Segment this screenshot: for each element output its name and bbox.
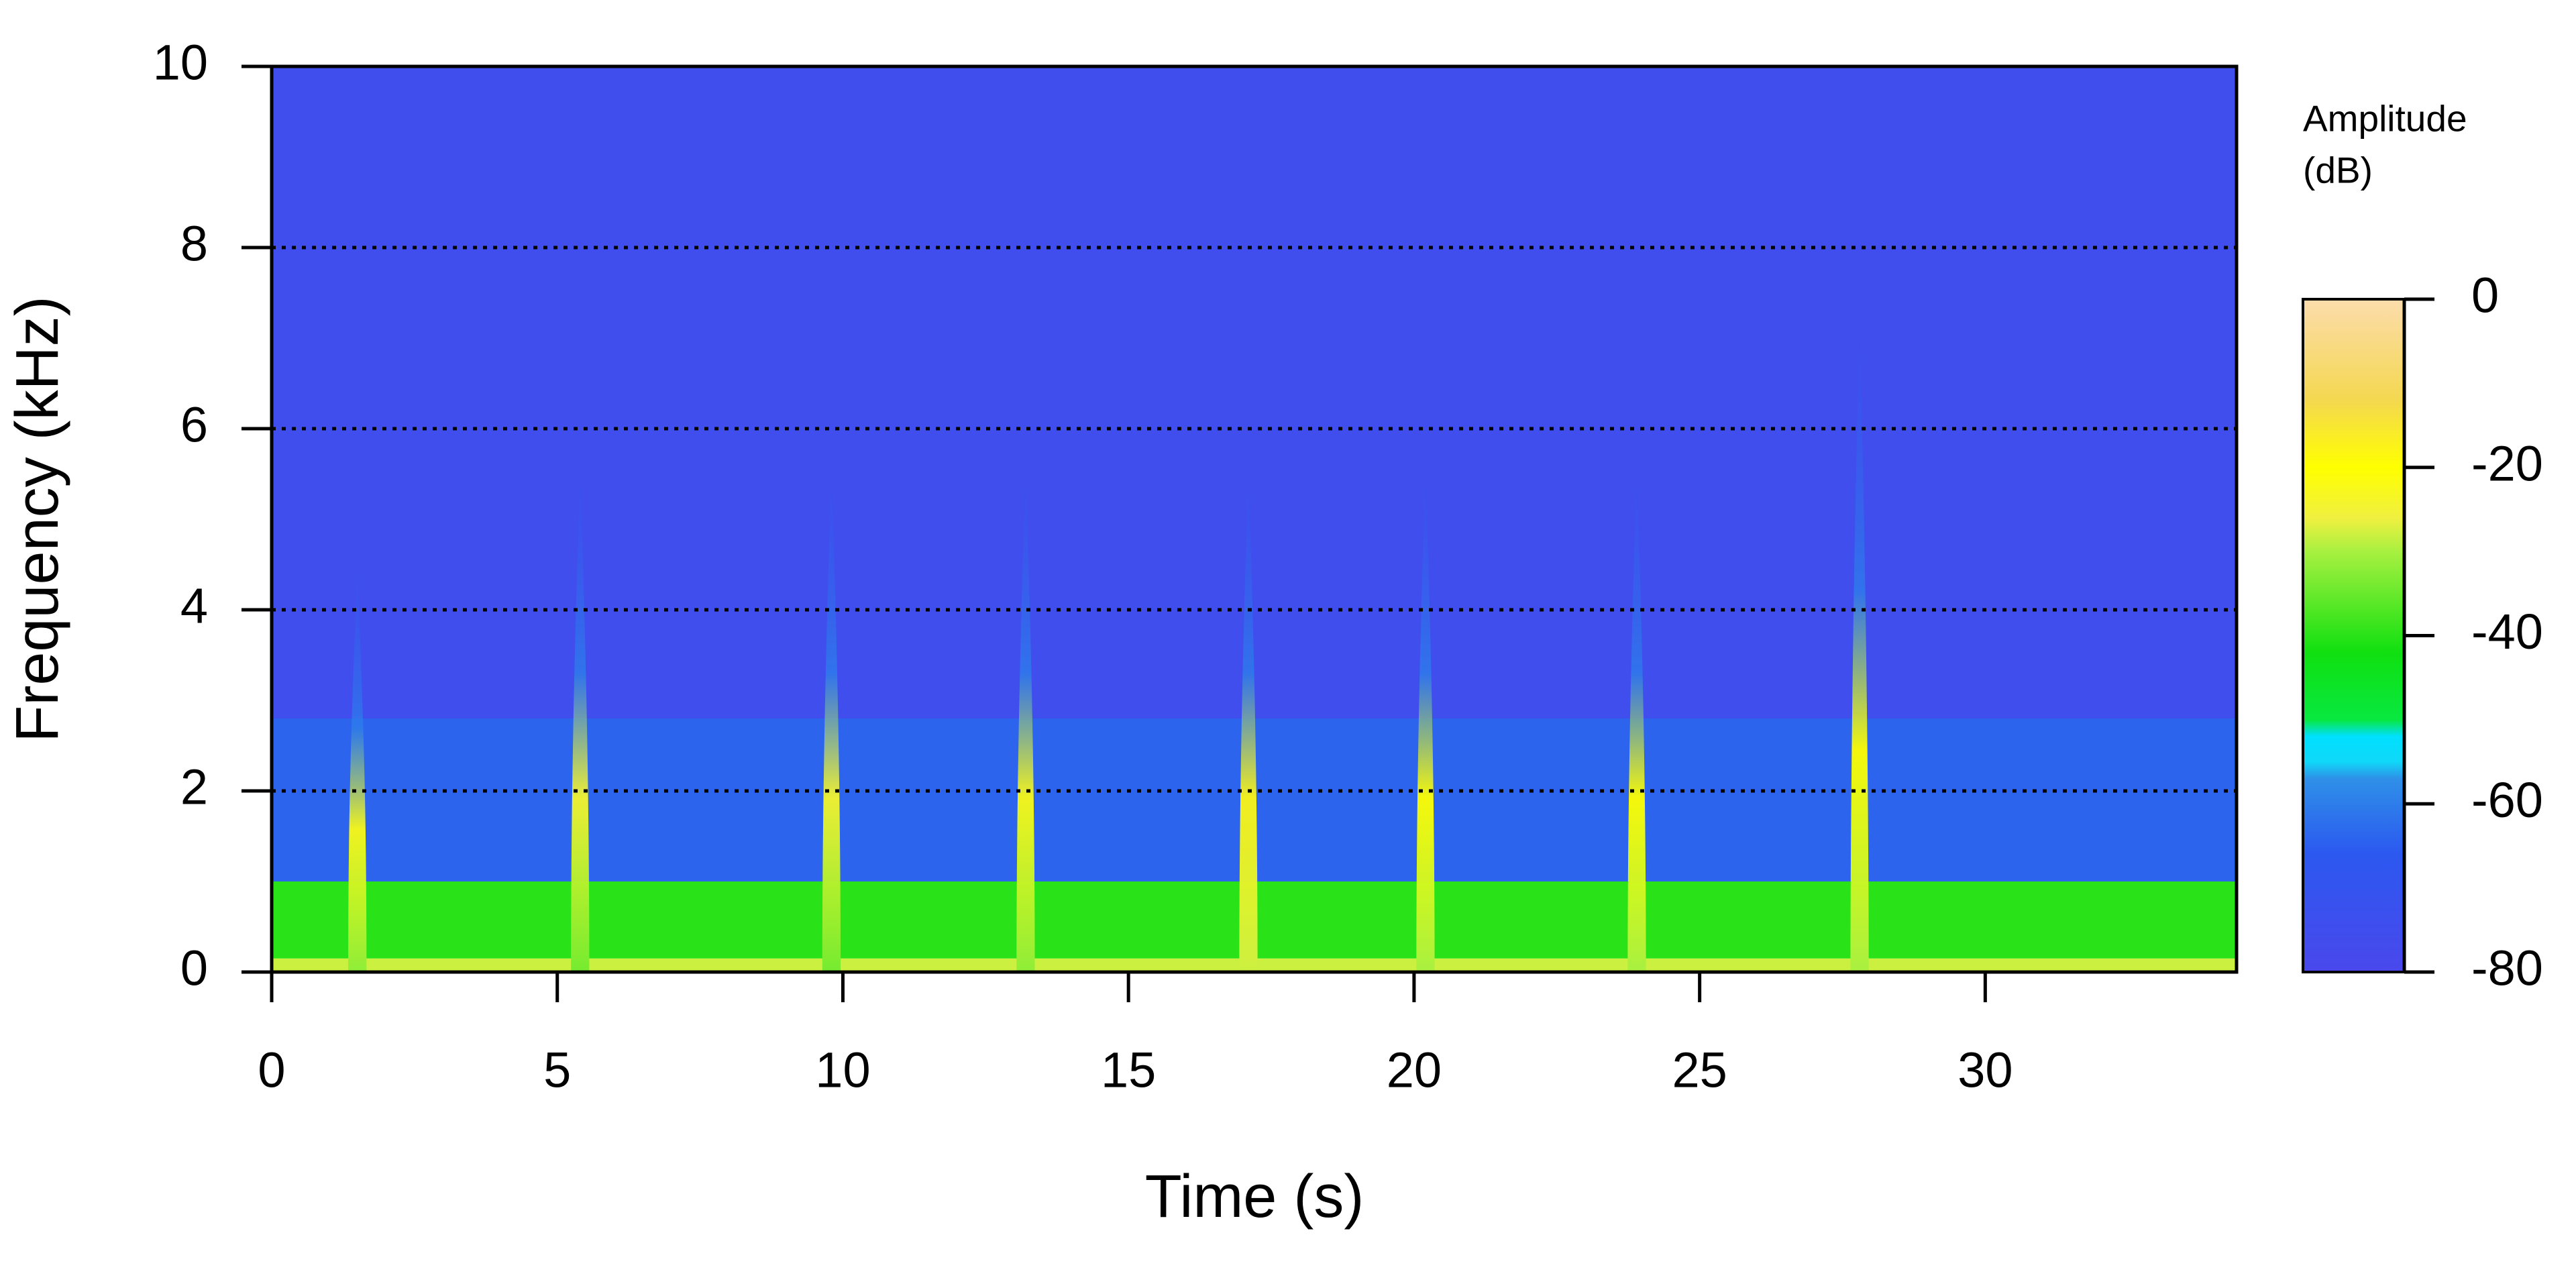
colorbar [2302, 298, 2406, 973]
x-tick-label: 25 [1672, 1042, 1727, 1098]
x-tick-label: 30 [1957, 1042, 2012, 1098]
y-tick-label: 0 [180, 941, 208, 996]
call [822, 474, 841, 972]
y-tick-label: 2 [180, 759, 208, 815]
y-tick-label: 6 [180, 397, 208, 453]
colorbar-tick-label: -60 [2471, 772, 2543, 828]
plot-frame [270, 64, 2239, 974]
call [1239, 474, 1258, 972]
call [348, 564, 367, 972]
colorbar-tick-label: 0 [2471, 268, 2499, 323]
x-tick-label: 20 [1387, 1042, 1442, 1098]
x-tick-label: 0 [258, 1042, 285, 1098]
x-tick-label: 10 [815, 1042, 870, 1098]
colorbar-title: Amplitude [2303, 98, 2467, 140]
y-tick-label: 10 [153, 35, 208, 91]
colorbar-tick-label: -40 [2471, 604, 2543, 659]
plot-area [272, 66, 2237, 972]
colorbar-title: (dB) [2303, 150, 2373, 191]
call [1627, 474, 1646, 972]
call [1416, 474, 1435, 972]
y-axis-title: Frequency (kHz) [4, 296, 71, 742]
y-tick-label: 4 [180, 578, 208, 634]
call [1016, 474, 1035, 972]
y-tick-label: 8 [180, 216, 208, 272]
spectrogram-band [272, 66, 2237, 718]
x-tick-label: 15 [1101, 1042, 1156, 1098]
x-axis-title: Time (s) [1145, 1163, 1364, 1230]
colorbar-tick-label: -80 [2471, 941, 2543, 996]
call [571, 474, 590, 972]
x-tick-label: 5 [543, 1042, 571, 1098]
call [1850, 338, 1869, 972]
colorbar-tick-label: -20 [2471, 435, 2543, 491]
